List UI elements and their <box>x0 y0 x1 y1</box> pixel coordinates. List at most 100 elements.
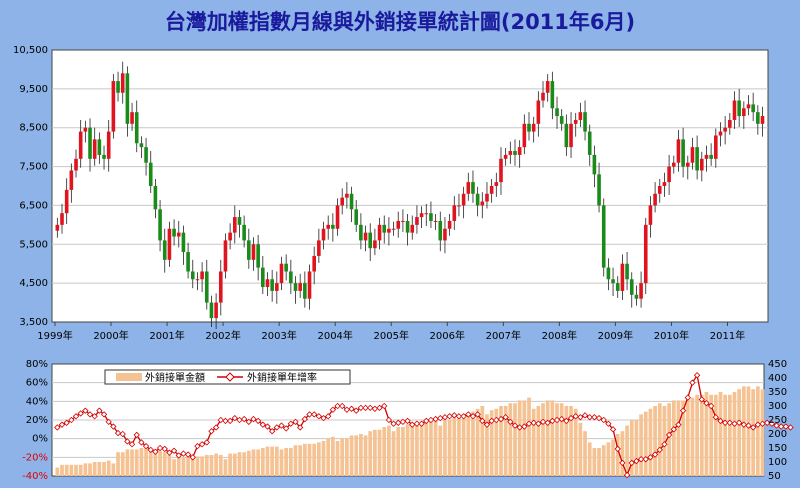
yoy-point <box>483 421 491 428</box>
candle-body <box>587 131 592 155</box>
amount-bar <box>78 464 83 476</box>
candle-body <box>742 108 746 117</box>
top-x-tick-label: 2010年 <box>654 329 689 342</box>
yoy-tick-label: -20% <box>22 452 48 463</box>
amount-bar <box>162 452 167 476</box>
candle-body <box>307 271 312 299</box>
candle-body <box>662 182 667 186</box>
yoy-point <box>222 417 229 425</box>
amount-bar <box>615 434 620 476</box>
yoy-point <box>385 416 393 424</box>
yoy-point <box>707 402 715 410</box>
yoy-point <box>58 421 66 428</box>
amount-bar <box>368 431 373 476</box>
yoy-point <box>194 442 201 450</box>
amount-bar <box>270 446 275 476</box>
amount-bar <box>690 397 695 476</box>
yoy-point <box>297 424 304 431</box>
candle-body <box>345 193 349 198</box>
yoy-point <box>572 413 579 420</box>
candle-body <box>214 302 218 319</box>
yoy-point <box>72 413 80 420</box>
candle-body <box>756 112 760 124</box>
yoy-point <box>633 457 640 465</box>
amount-bar <box>727 394 732 476</box>
amount-tick-label: 100 <box>768 457 787 468</box>
amount-tick-label: 300 <box>768 401 787 412</box>
yoy-point <box>693 372 701 379</box>
amount-bar <box>265 446 270 476</box>
yoy-point <box>717 417 724 425</box>
candle-body <box>247 240 251 260</box>
amount-bar <box>335 441 340 476</box>
candle-body <box>69 170 74 190</box>
yoy-tick-label: 80% <box>26 359 48 370</box>
amount-bar <box>74 464 78 476</box>
yoy-point <box>647 454 654 461</box>
candle-body <box>363 232 368 241</box>
candle-body <box>64 189 69 214</box>
amount-bar <box>69 464 74 476</box>
top-y-tick-label: 7,500 <box>19 162 48 173</box>
candle-body <box>387 228 391 233</box>
yoy-point <box>54 424 61 431</box>
yoy-point <box>511 422 519 429</box>
amount-bar <box>653 406 657 476</box>
yoy-point <box>586 414 593 421</box>
amount-bar <box>732 392 737 476</box>
amount-bar <box>312 443 317 476</box>
amount-bar <box>92 462 97 476</box>
candle-body <box>471 182 475 194</box>
yoy-point <box>348 405 355 412</box>
candle-body <box>209 302 214 319</box>
yoy-point <box>147 446 154 454</box>
yoy-point <box>665 431 673 439</box>
amount-bar <box>401 427 405 476</box>
amount-bar <box>713 394 718 476</box>
top-y-tick-label: 9,500 <box>19 84 48 95</box>
yoy-point <box>474 411 481 418</box>
amount-bar <box>466 413 471 476</box>
top-x-tick-label: 2009年 <box>598 329 633 342</box>
yoy-point <box>656 446 663 454</box>
amount-bar <box>148 449 153 476</box>
yoy-point <box>367 404 374 412</box>
yoy-point <box>661 441 668 448</box>
amount-bar <box>130 449 134 476</box>
yoy-point <box>91 413 98 420</box>
amount-bar <box>746 386 751 476</box>
amount-bar <box>606 442 611 476</box>
candle-body <box>97 139 102 155</box>
candle-body <box>405 220 410 233</box>
candle-body <box>354 209 359 225</box>
amount-bar <box>648 408 653 476</box>
amount-bar <box>382 427 387 476</box>
candle-body <box>629 279 634 295</box>
candle-body <box>321 228 326 241</box>
yoy-point <box>535 420 542 427</box>
yoy-point <box>600 416 607 424</box>
amount-bar <box>541 403 545 476</box>
yoy-point <box>637 456 645 463</box>
amount-bar <box>662 406 667 476</box>
yoy-point <box>175 452 182 459</box>
amount-bar <box>176 456 181 476</box>
amount-bar <box>494 408 499 476</box>
amount-tick-label: 350 <box>768 387 787 398</box>
amount-bar <box>214 453 218 476</box>
candle-body <box>517 147 522 155</box>
yoy-point <box>605 420 612 427</box>
candle-body <box>190 271 195 280</box>
amount-tick-label: 250 <box>768 415 787 426</box>
yoy-point <box>339 402 346 410</box>
yoy-point <box>455 413 463 420</box>
amount-bar <box>629 420 634 476</box>
yoy-point <box>329 406 337 413</box>
yoy-point <box>259 421 266 428</box>
yoy-point <box>628 459 635 467</box>
candle-body <box>718 131 723 136</box>
amount-bar <box>359 434 363 476</box>
top-x-axis-ticks: 1999年 2000年 2001年 2002年 2003年 2004年 2005年 2006年… <box>37 322 745 342</box>
yoy-point <box>301 415 309 423</box>
amount-bar <box>190 457 195 476</box>
